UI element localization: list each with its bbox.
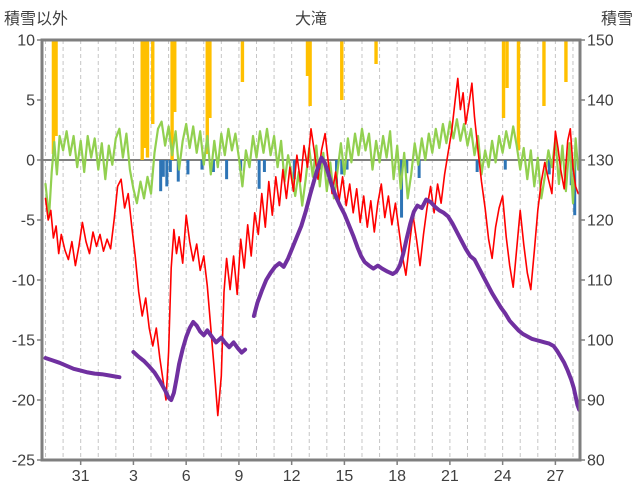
melt-bars	[186, 160, 190, 175]
snowfall-bars	[308, 40, 312, 106]
snowfall-bars	[205, 40, 209, 154]
snowfall-bars	[173, 40, 177, 112]
snowfall-bars	[305, 40, 310, 76]
x-tick-label: 27	[546, 468, 564, 485]
x-tick-label: 31	[72, 468, 90, 485]
y-right-tick-label: 90	[587, 393, 605, 410]
melt-bars	[345, 160, 349, 170]
plot-border	[40, 38, 582, 462]
x-tick-label: 12	[283, 468, 301, 485]
y-left-tick-label: 10	[17, 33, 35, 50]
x-tick-label: 6	[182, 468, 191, 485]
snow-depth-line	[251, 155, 580, 412]
snowfall-bars	[170, 40, 174, 160]
x-tick-label: 24	[494, 468, 512, 485]
y-right-tick-label: 130	[587, 153, 614, 170]
snowfall-bars	[151, 40, 155, 124]
melt-bars	[211, 160, 215, 172]
melt-bars	[405, 160, 409, 174]
melt-bars	[292, 160, 296, 180]
snowfall-bars	[51, 40, 56, 154]
y-right-tick-label: 120	[587, 213, 614, 230]
y-left-tick-label: -5	[21, 213, 35, 230]
melt-bars	[475, 160, 479, 172]
snowfall-bars	[505, 40, 509, 88]
y-left-tick-label: -20	[12, 393, 35, 410]
melt-bars	[262, 160, 266, 172]
left-axis-title: 積雪以外	[4, 11, 69, 28]
melt-bars	[225, 160, 229, 180]
snowfall-bars	[501, 40, 506, 118]
x-tick-label: 9	[234, 468, 243, 485]
green-line	[44, 118, 580, 219]
snowfall-bars	[145, 40, 150, 158]
y-left-tick-label: -25	[12, 453, 35, 470]
chart-title: 大滝	[294, 11, 327, 28]
y-right-tick-label: 100	[587, 333, 614, 350]
y-left-tick-label: -15	[12, 333, 35, 350]
melt-bars	[176, 160, 180, 182]
snowfall-bars	[516, 40, 521, 151]
x-tick-label: 3	[129, 468, 138, 485]
x-tick-label: 18	[388, 468, 406, 485]
snowfall-bars	[54, 40, 58, 136]
y-right-tick-label: 110	[587, 273, 613, 290]
snowfall-bars	[208, 40, 212, 118]
y-left-tick-label: -10	[12, 273, 35, 290]
melt-bars	[417, 160, 421, 178]
y-left-tick-label: 0	[26, 153, 35, 170]
melt-bars	[200, 160, 204, 170]
snowfall-bars	[143, 40, 147, 148]
temperature-line	[44, 77, 580, 417]
melt-bars	[168, 160, 172, 172]
snowfall-bars	[564, 40, 568, 82]
right-axis-title: 積雪	[600, 11, 633, 28]
x-tick-label: 21	[441, 468, 459, 485]
snowfall-bars	[542, 40, 546, 106]
snowfall-bars	[140, 40, 144, 160]
melt-bars	[161, 160, 165, 177]
snowfall-bars	[374, 40, 378, 64]
snowfall-bars	[240, 40, 245, 82]
y-right-tick-label: 150	[587, 33, 614, 50]
snowfall-bars	[340, 40, 344, 100]
y-right-tick-label: 80	[587, 453, 605, 470]
melt-bars	[257, 160, 261, 189]
y-right-tick-label: 140	[587, 93, 614, 110]
melt-bars	[503, 160, 507, 170]
snow-depth-line	[43, 356, 122, 380]
melt-bars	[547, 160, 551, 175]
melt-bars	[159, 160, 163, 192]
y-left-tick-label: 5	[26, 93, 35, 110]
x-tick-label: 15	[336, 468, 354, 485]
snow-depth-line	[131, 320, 248, 402]
melt-bars	[165, 160, 169, 187]
melt-bars	[340, 160, 344, 175]
